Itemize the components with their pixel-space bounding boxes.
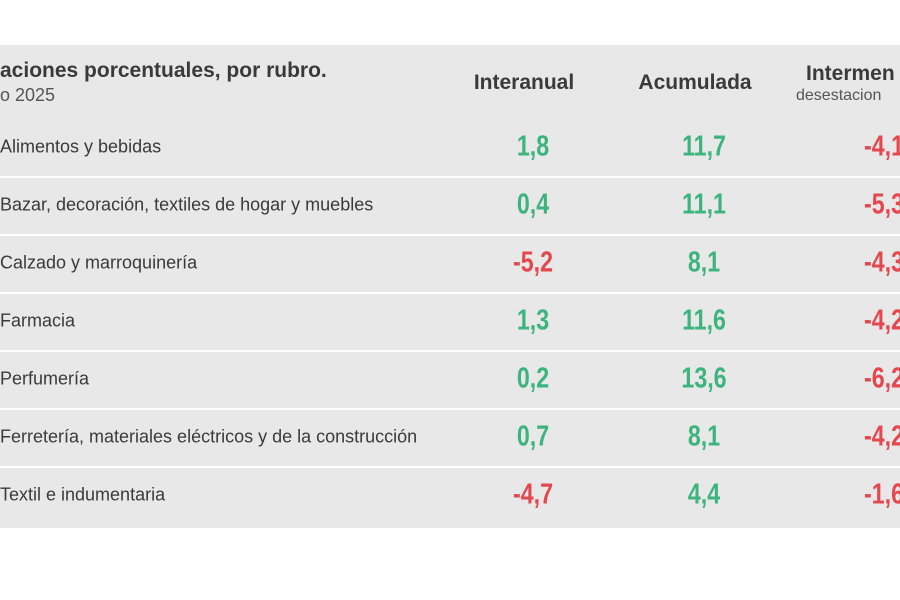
row-label: Calzado y marroquinería [0, 252, 198, 273]
cell-value: 4,4 [687, 478, 721, 511]
row-label: Alimentos y bebidas [0, 136, 162, 157]
row-label: Bazar, decoración, textiles de hogar y m… [0, 194, 374, 215]
cell-value: 11,7 [682, 130, 726, 163]
row-separator [0, 292, 900, 294]
cell-value: 1,3 [516, 304, 550, 337]
cell-value: 1,8 [516, 130, 550, 163]
cell-value: -4,2 [864, 304, 900, 337]
cell-value: -5,2 [513, 246, 553, 279]
cell-value: -4,2 [864, 420, 900, 453]
cell-value: 11,1 [682, 188, 726, 221]
cell-value: 8,1 [687, 420, 721, 453]
cell-value: 11,6 [682, 304, 726, 337]
column-header: Intermen [806, 62, 895, 85]
column-subheader: desestacion [796, 87, 882, 104]
cell-value: -4,7 [513, 478, 553, 511]
row-label: Perfumería [0, 368, 90, 389]
table-panel: aciones porcentuales, por rubro. o 2025 … [0, 45, 900, 528]
cell-value: -5,3 [864, 188, 900, 221]
row-label: Textil e indumentaria [0, 484, 166, 505]
cell-value: -4,3 [864, 246, 900, 279]
row-separator [0, 350, 900, 352]
row-label: Farmacia [0, 310, 76, 331]
cell-value: 0,7 [516, 420, 550, 453]
row-separator [0, 466, 900, 468]
cell-value: -1,6 [864, 478, 900, 511]
cell-value: 13,6 [681, 362, 727, 395]
cell-value: 8,1 [687, 246, 721, 279]
row-separator [0, 176, 900, 178]
table-title: aciones porcentuales, por rubro. [0, 59, 327, 82]
column-header: Interanual [473, 71, 575, 94]
cell-value: -6,2 [864, 362, 900, 395]
cell-value: 0,2 [516, 362, 550, 395]
table-subtitle: o 2025 [0, 85, 56, 105]
row-separator [0, 234, 900, 236]
column-header: Acumulada [638, 71, 752, 94]
cell-value: -4,1 [864, 130, 900, 163]
cell-value: 0,4 [516, 188, 550, 221]
row-separator [0, 408, 900, 410]
row-label: Ferretería, materiales eléctricos y de l… [0, 426, 418, 447]
